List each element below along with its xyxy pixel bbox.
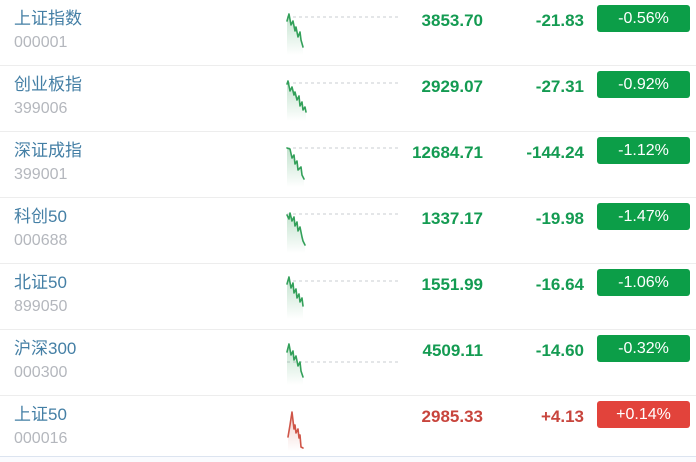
- index-code: 899050: [14, 298, 68, 315]
- index-code: 399001: [14, 166, 68, 183]
- index-code: 000688: [14, 232, 68, 249]
- index-name-link[interactable]: 沪深300: [14, 339, 77, 358]
- sparkline-chart: [284, 339, 402, 387]
- sparkline-chart: [284, 9, 402, 57]
- index-name-link[interactable]: 上证指数: [14, 9, 82, 28]
- index-change: +4.13: [540, 407, 584, 426]
- sparkline-chart: [284, 75, 402, 123]
- index-change-percent-badge: -0.56%: [597, 5, 690, 32]
- index-change-percent-badge: -1.12%: [597, 137, 690, 164]
- index-name-link[interactable]: 上证50: [14, 405, 67, 424]
- index-name-link[interactable]: 科创50: [14, 207, 67, 226]
- sparkline-chart: [284, 405, 402, 453]
- index-list-item[interactable]: 科创50 000688 1337.17 -19.98 -1.47%: [0, 198, 696, 264]
- index-change: -27.31: [535, 77, 584, 96]
- index-code: 000016: [14, 430, 68, 447]
- sparkline-chart: [284, 141, 402, 189]
- index-price: 2985.33: [421, 407, 483, 426]
- index-list-item[interactable]: 深证成指 399001 12684.71 -144.24 -1.12%: [0, 132, 696, 198]
- index-change-percent-badge: +0.14%: [597, 401, 690, 428]
- index-change: -14.60: [535, 341, 584, 360]
- index-price: 1551.99: [421, 275, 483, 294]
- index-change: -19.98: [535, 209, 584, 228]
- index-list-item[interactable]: 上证50 000016 2985.33 +4.13 +0.14%: [0, 396, 696, 456]
- index-name-link[interactable]: 北证50: [14, 273, 67, 292]
- section-divider: [0, 456, 696, 462]
- index-change-percent-badge: -1.47%: [597, 203, 690, 230]
- index-change: -21.83: [535, 11, 584, 30]
- index-price: 1337.17: [421, 209, 483, 228]
- index-name-link[interactable]: 创业板指: [14, 75, 82, 94]
- index-list-item[interactable]: 北证50 899050 1551.99 -16.64 -1.06%: [0, 264, 696, 330]
- index-code: 000001: [14, 34, 68, 51]
- index-price: 3853.70: [421, 11, 483, 30]
- index-price: 4509.11: [422, 341, 483, 360]
- sparkline-chart: [284, 207, 402, 255]
- index-list-item[interactable]: 沪深300 000300 4509.11 -14.60 -0.32%: [0, 330, 696, 396]
- index-change-percent-badge: -1.06%: [597, 269, 690, 296]
- index-list-item[interactable]: 创业板指 399006 2929.07 -27.31 -0.92%: [0, 66, 696, 132]
- sparkline-chart: [284, 273, 402, 321]
- index-change: -144.24: [526, 143, 584, 162]
- index-change: -16.64: [535, 275, 584, 294]
- index-list-item[interactable]: 上证指数 000001 3853.70 -21.83 -0.56%: [0, 0, 696, 66]
- index-name-link[interactable]: 深证成指: [14, 141, 82, 160]
- index-price: 2929.07: [421, 77, 483, 96]
- index-change-percent-badge: -0.32%: [597, 335, 690, 362]
- index-code: 399006: [14, 100, 68, 117]
- index-change-percent-badge: -0.92%: [597, 71, 690, 98]
- index-price: 12684.71: [412, 143, 483, 162]
- index-code: 000300: [14, 364, 68, 381]
